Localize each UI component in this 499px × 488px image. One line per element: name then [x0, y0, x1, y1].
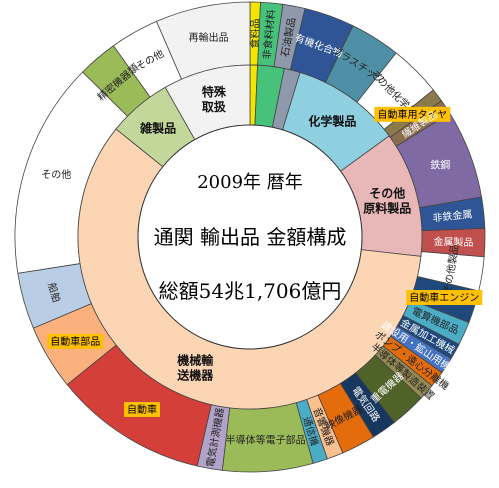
inner-label-mach: 機械輸送機器 — [176, 353, 214, 383]
outer-label-9: 非鉄金属 — [432, 207, 473, 224]
outer-label-23: 半導体等電子部品 — [226, 433, 306, 446]
callout-box-25 — [124, 401, 161, 417]
outer-label-8: 鉄鋼 — [430, 158, 450, 171]
inner-label-special: 特殊取扱 — [202, 84, 227, 114]
outer-label-31: 再輸出品 — [189, 31, 229, 44]
inner-label-chem: 化学製品 — [308, 113, 356, 128]
outer-label-10: 金属製品 — [433, 235, 473, 249]
inner-label-misc: 雑製品 — [139, 121, 176, 136]
chart-title-period: 2009年 暦年 — [197, 172, 303, 193]
inner-label-mat: その他原料製品 — [363, 185, 411, 215]
outer-label-25: 自動車 — [127, 403, 157, 416]
callout-box-6 — [374, 106, 451, 122]
callout-box-12 — [406, 290, 483, 306]
outer-label-0: 食料品 — [248, 18, 262, 48]
callout-box-26 — [47, 333, 104, 349]
outer-label-12: 自動車エンジン — [409, 291, 479, 304]
outer-label-26: 自動車部品 — [50, 335, 100, 348]
center-hole — [137, 124, 363, 350]
outer-label-28: その他 — [41, 168, 71, 181]
chart-title-main: 通関 輸出品 金額構成 — [154, 225, 347, 249]
outer-label-6: 自動車用タイヤ — [377, 108, 447, 121]
chart-title-total: 総額54兆1,706億円 — [159, 279, 342, 303]
